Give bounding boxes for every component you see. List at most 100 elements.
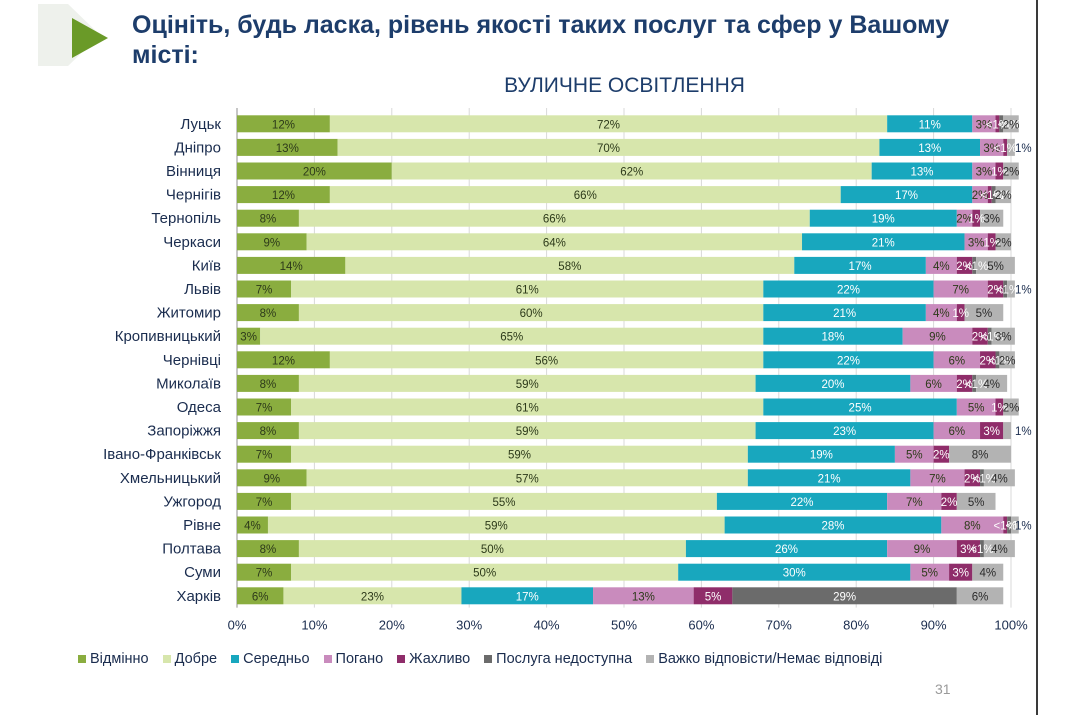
data-label: 3% xyxy=(983,426,1000,438)
data-label: 3% xyxy=(976,167,993,179)
data-label: <1% xyxy=(998,119,1021,131)
bar-segment xyxy=(1007,138,1015,156)
bar-segment xyxy=(1003,115,1019,133)
data-label: 72% xyxy=(597,119,620,131)
data-label: 2% xyxy=(999,355,1016,367)
bar-segment xyxy=(237,209,299,227)
data-label: 8% xyxy=(964,521,981,533)
chart-title: ВУЛИЧНЕ ОСВІТЛЕННЯ xyxy=(504,74,745,97)
data-label: 5% xyxy=(705,591,722,603)
bar-segment xyxy=(237,162,392,180)
data-label: 17% xyxy=(849,261,872,273)
category-label: Дніпро xyxy=(174,139,221,156)
bar-segment xyxy=(980,351,996,369)
bar-segment xyxy=(291,398,764,416)
bar-segment xyxy=(337,138,880,156)
bar-segment xyxy=(1003,138,1008,156)
bar-segment xyxy=(902,327,973,345)
data-label: <1% xyxy=(996,285,1019,297)
data-label: 22% xyxy=(791,497,814,509)
bar-segment xyxy=(461,587,594,605)
data-label: 19% xyxy=(810,450,833,462)
data-label: 3% xyxy=(240,332,257,344)
category-label: Черкаси xyxy=(163,234,221,251)
bar-segment xyxy=(964,469,981,487)
bar-segment xyxy=(894,445,934,463)
category-label: Хмельницький xyxy=(120,470,221,487)
category-label: Київ xyxy=(192,257,221,274)
bar-segment xyxy=(298,374,756,392)
data-label: 3% xyxy=(968,237,985,249)
bar-segment xyxy=(1003,162,1019,180)
data-label: 7% xyxy=(256,403,273,415)
bar-segment xyxy=(283,587,462,605)
data-label: 57% xyxy=(516,473,539,485)
legend-label: Важко відповісти/Немає відповіді xyxy=(658,651,883,667)
data-label: 7% xyxy=(929,473,946,485)
data-label: 7% xyxy=(256,568,273,580)
data-label: 61% xyxy=(516,403,539,415)
data-label: 17% xyxy=(895,190,918,202)
data-label: 61% xyxy=(516,285,539,297)
bar-segment xyxy=(237,351,330,369)
bar-segment xyxy=(391,162,872,180)
x-tick-label: 0% xyxy=(228,618,247,633)
bar-segment xyxy=(237,563,292,581)
data-label: 58% xyxy=(558,261,581,273)
bar-segment xyxy=(237,587,284,605)
data-label: 23% xyxy=(361,591,384,603)
data-label: 9% xyxy=(264,237,281,249)
legend-swatch xyxy=(162,655,171,663)
play-triangle-icon xyxy=(72,18,108,58)
bar-segment xyxy=(237,256,346,274)
bar-segment xyxy=(291,445,748,463)
bar-segment xyxy=(1003,516,1008,534)
data-label: 4% xyxy=(244,521,261,533)
data-label: 50% xyxy=(473,568,496,580)
data-label: 6% xyxy=(949,426,966,438)
bar-segment xyxy=(840,186,973,204)
chart-legend: Відмінно Добре Середньо Погано Жахливо Послуг… xyxy=(78,651,882,667)
bar-segment xyxy=(980,209,1004,227)
bar-segment xyxy=(1007,280,1015,298)
bar-segment xyxy=(999,351,1015,369)
data-label: 2% xyxy=(972,332,989,344)
bar-segment xyxy=(956,492,996,510)
bar-segment xyxy=(941,516,1004,534)
data-label: <1% xyxy=(1006,521,1029,533)
bar-segment xyxy=(933,280,988,298)
legend-swatch xyxy=(646,655,655,663)
bar-segment xyxy=(972,374,977,392)
data-label: 7% xyxy=(256,450,273,462)
bar-segment xyxy=(298,540,686,558)
bar-segment xyxy=(291,492,717,510)
bar-segment xyxy=(910,563,950,581)
data-label: 2% xyxy=(933,450,950,462)
bar-segment xyxy=(237,422,299,440)
data-label: 14% xyxy=(280,261,303,273)
bar-segment xyxy=(237,280,292,298)
data-label: 6% xyxy=(925,379,942,391)
data-label: 70% xyxy=(597,143,620,155)
bar-segment xyxy=(747,445,895,463)
bar-segment xyxy=(794,256,926,274)
data-label: 3% xyxy=(995,332,1012,344)
bar-segment xyxy=(964,304,1004,322)
data-label: 2% xyxy=(979,355,996,367)
bar-segment xyxy=(995,398,1004,416)
data-label: 21% xyxy=(818,473,841,485)
data-label: 1% xyxy=(1015,521,1032,533)
data-label: 9% xyxy=(914,544,931,556)
data-label: 3% xyxy=(983,214,1000,226)
data-label: 66% xyxy=(574,190,597,202)
bar-segment xyxy=(983,469,1015,487)
bar-segment xyxy=(237,304,299,322)
legend-item: Добре xyxy=(162,651,217,667)
data-label: 2% xyxy=(1003,403,1020,415)
data-label: 4% xyxy=(933,261,950,273)
data-label: 4% xyxy=(991,544,1008,556)
bar-segment xyxy=(716,492,888,510)
data-label: 13% xyxy=(918,143,941,155)
legend-item: Середньо xyxy=(231,651,310,667)
legend-item: Жахливо xyxy=(397,651,470,667)
